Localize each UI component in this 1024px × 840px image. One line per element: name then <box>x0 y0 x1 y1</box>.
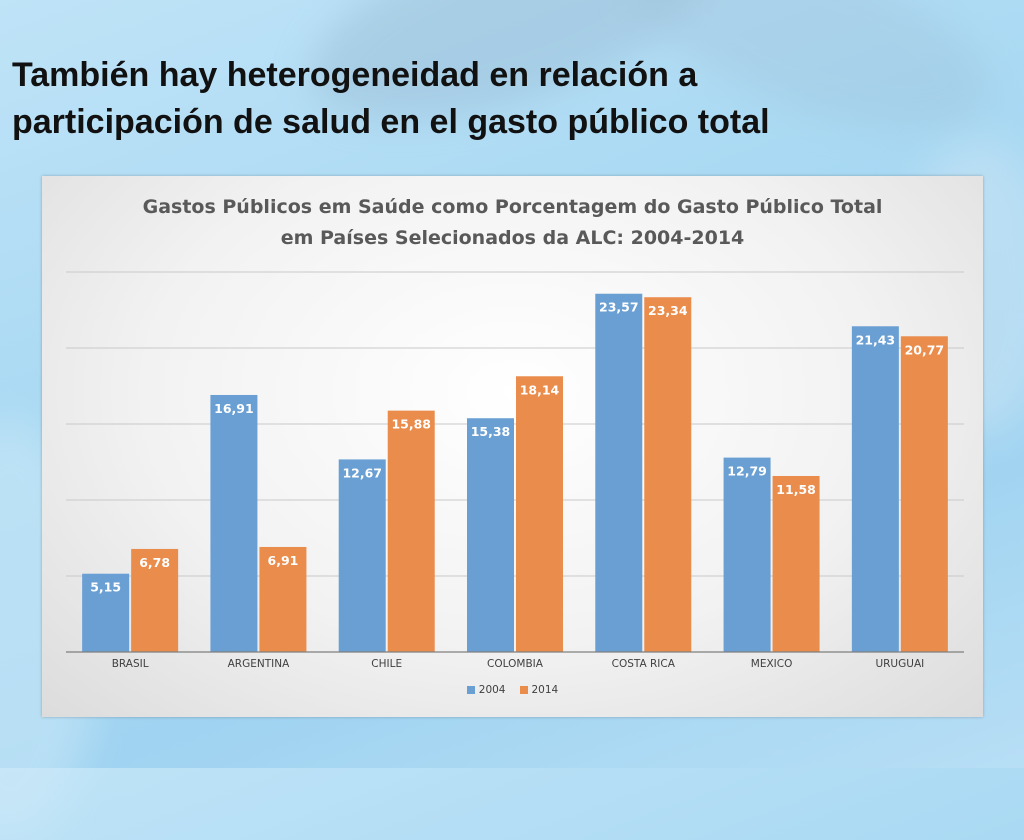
bar-2004-colombia <box>467 418 514 652</box>
data-label: 6,91 <box>268 553 299 568</box>
data-label: 15,38 <box>471 424 511 439</box>
data-label: 21,43 <box>856 332 896 347</box>
category-label: COLOMBIA <box>487 658 544 670</box>
chart-title: Gastos Públicos em Saúde como Porcentage… <box>42 192 983 254</box>
category-label: BRASIL <box>112 658 149 670</box>
legend-swatch-2004 <box>466 686 475 694</box>
bar-2014-colombia <box>516 376 563 652</box>
data-label: 5,15 <box>90 580 121 595</box>
data-label: 23,34 <box>648 303 688 318</box>
bar-2004-chile <box>338 459 386 652</box>
legend-item-2014: 2014 <box>519 684 559 696</box>
slide-title-line-1: También hay heterogeneidad en relación a <box>12 56 698 94</box>
chart-title-line-2: em Países Selecionados da ALC: 2004-2014 <box>280 227 745 249</box>
category-label: URUGUAI <box>875 658 924 670</box>
bar-2014-argentina <box>259 546 307 652</box>
slide-title-line-2: participación de salud en el gasto públi… <box>12 103 770 141</box>
bar-2014-mexico <box>772 475 820 652</box>
legend-swatch-2014 <box>519 686 528 694</box>
data-label: 12,79 <box>727 464 767 479</box>
legend-label-2014: 2014 <box>531 684 559 696</box>
data-label: 12,67 <box>342 465 382 480</box>
bar-2014-uruguai <box>900 336 948 652</box>
bar-2004-costa-rica <box>595 293 643 652</box>
legend-label-2004: 2004 <box>478 684 506 696</box>
category-label: COSTA RICA <box>612 658 676 670</box>
data-label: 23,57 <box>599 300 639 315</box>
data-label: 11,58 <box>776 482 816 497</box>
bar-2004-brasil <box>82 573 130 652</box>
bar-2014-brasil <box>131 548 179 652</box>
data-label: 16,91 <box>214 401 254 416</box>
data-label: 15,88 <box>391 417 431 432</box>
chart-title-line-1: Gastos Públicos em Saúde como Porcentage… <box>142 196 883 218</box>
category-label: CHILE <box>371 658 402 670</box>
chart-panel: Gastos Públicos em Saúde como Porcentage… <box>42 176 983 717</box>
data-label: 6,78 <box>139 555 170 570</box>
bar-2014-chile <box>387 410 435 652</box>
category-label: MEXICO <box>751 658 793 670</box>
data-label: 20,77 <box>905 342 945 357</box>
data-label: 18,14 <box>520 382 560 397</box>
chart-legend: 2004 2014 <box>42 684 983 696</box>
slide-title: También hay heterogeneidad en relación a… <box>12 52 952 146</box>
category-label: ARGENTINA <box>228 658 290 670</box>
bar-2004-argentina <box>210 394 258 652</box>
bar-2014-costa-rica <box>644 297 692 652</box>
bar-chart: 5,15 6,78 BRASIL 16,91 6,91 ARGENTINA 12,67 15,… <box>66 271 964 670</box>
bar-2004-mexico <box>723 457 771 652</box>
legend-item-2004: 2004 <box>466 684 506 696</box>
bar-2004-uruguai <box>851 326 899 652</box>
